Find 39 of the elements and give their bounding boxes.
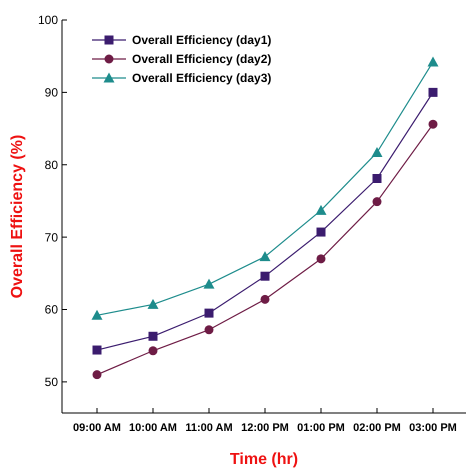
legend-label: Overall Efficiency (day3) [132,71,272,86]
point [372,197,382,206]
point [204,278,214,289]
y-axis-title: Overall Efficiency (%) [9,134,26,298]
point [260,251,270,262]
point [204,308,214,318]
point [148,346,158,356]
legend-label: Overall Efficiency (day1) [132,33,272,48]
point [428,120,438,129]
point [316,228,326,237]
y-tick-label: 90 [44,86,58,100]
y-tick-label: 50 [44,375,58,390]
y-tick-label: 100 [38,13,58,28]
x-tick-label: 10:00 AM [129,422,177,434]
x-tick-label: 02:00 PM [353,422,401,434]
point [260,294,270,304]
point [372,174,382,184]
legend-label: Overall Efficiency (day2) [132,52,272,66]
x-tick-label: 09:00 AM [73,422,121,434]
point [428,88,438,97]
y-tick-label: 70 [44,230,58,244]
x-tick-label: 11:00 AM [185,422,233,434]
point [148,298,158,309]
x-tick-label: 12:00 PM [241,422,289,434]
y-tick-label: 60 [44,302,58,317]
point [92,346,102,355]
point [260,272,270,281]
point [92,310,102,320]
point [316,204,326,215]
point [204,325,214,334]
point [92,370,102,380]
point [428,56,438,66]
point [316,254,326,264]
point [372,146,382,157]
y-tick-label: 80 [44,158,58,172]
x-tick-label: 01:00 PM [297,422,345,434]
x-tick-label: 03:00 PM [409,422,457,434]
point [148,332,158,341]
x-axis-title: Time (hr) [230,451,298,468]
